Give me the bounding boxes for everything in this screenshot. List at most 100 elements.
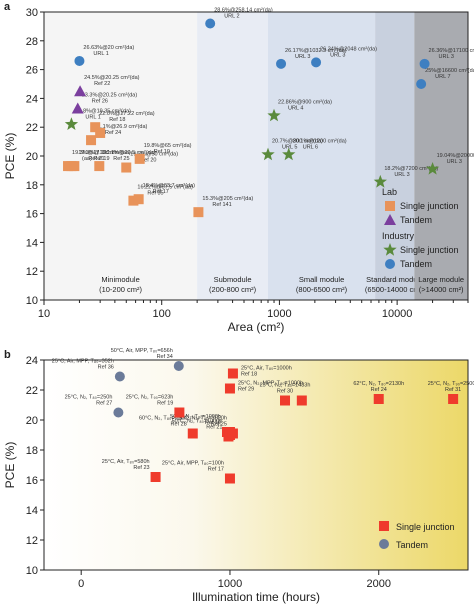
region-range-label: (6500-14000 cm²) (365, 285, 425, 294)
x-tick-label: 10 (38, 308, 50, 320)
legend-marker (379, 521, 389, 531)
data-point (64, 117, 79, 130)
data-point (133, 194, 144, 205)
point-annotation-ref: Ref 35 (147, 191, 163, 197)
point-annotation: 20.7%@800 cm²(da) (272, 139, 323, 145)
data-point (134, 153, 145, 164)
data-point (280, 395, 291, 406)
data-point (205, 18, 216, 29)
point-annotation-ref: Ref 34 (157, 354, 173, 360)
point-annotation: 25°C, Air, MPP, T₈₀=100h (162, 461, 224, 467)
point-annotation: 19.3%@17.1 cm² (72, 150, 115, 156)
point-annotation: 22.0%@27.22 cm²(da) (99, 111, 155, 117)
x-tick-label: 10000 (382, 308, 413, 320)
y-tick-label: 16 (26, 209, 38, 221)
point-annotation: 26.63%@20 cm²(da) (83, 45, 134, 51)
x-tick-label: 100 (153, 308, 171, 320)
data-point (282, 147, 296, 161)
point-annotation: 50°C, N₂, T₈₀=1000h (172, 419, 223, 425)
plot-frame (43, 359, 469, 571)
point-annotation: 25%@16600 cm²(da) (425, 68, 474, 74)
data-point (227, 368, 238, 379)
point-annotation-ref: (aa) Ref 19 (82, 156, 110, 162)
x-tick-label: 2000 (366, 578, 390, 590)
legend-label: Single junction (400, 245, 459, 255)
y-tick-label: 22 (26, 122, 38, 134)
data-point (95, 127, 106, 138)
point-annotation-ref: Ref 21 (88, 156, 104, 162)
y-tick-label: 20 (26, 415, 38, 427)
point-annotation: 25°C, Air, T₈₀=580h (102, 459, 150, 465)
legend-marker (379, 539, 389, 549)
data-point (224, 383, 235, 394)
point-annotation: 25°C, Air, MPP, T₈₀=352h (52, 359, 114, 365)
data-point (448, 394, 459, 404)
legend-group-title: Industry (382, 231, 415, 241)
legend-label: Single junction (400, 201, 459, 211)
point-annotation: 23.3%@20.25 cm²(da) (82, 92, 138, 98)
data-point (69, 161, 80, 172)
point-annotation: 60°C, N₂, T₈₀=750h (139, 416, 187, 422)
region-1 (197, 12, 269, 300)
legend-label: Single junction (396, 522, 455, 532)
data-point (419, 58, 430, 69)
point-annotation: 19.8%@65 cm²(da) (144, 143, 192, 149)
point-annotation-ref: URL 3 (295, 54, 310, 60)
y-tick-label: 12 (26, 266, 38, 278)
y-tick-label: 24 (26, 355, 38, 367)
point-annotation: 25°C, N₂, T₈₀=1483h (260, 383, 311, 389)
y-tick-label: 18 (26, 445, 38, 457)
point-annotation-ref: URL 3 (330, 52, 345, 58)
point-annotation-ref: Ref 19 (205, 420, 221, 426)
x-axis-label: Area (cm²) (228, 320, 285, 334)
data-point (113, 407, 124, 418)
region-range-label: (800-6500 cm²) (296, 285, 348, 294)
y-tick-label: 10 (26, 565, 38, 577)
legend-marker (384, 214, 396, 225)
point-annotation-ref: URL 7 (435, 74, 450, 80)
point-annotation: 22.86%@900 cm²(da) (278, 100, 332, 106)
point-annotation-ref: URL 3 (447, 159, 462, 165)
point-annotation-ref: Ref 26 (92, 98, 108, 104)
region-label: Minimodule (101, 275, 139, 284)
point-annotation-ref: Ref 18 (109, 117, 125, 123)
x-tick-label: 1000 (267, 308, 291, 320)
point-annotation-ref: Ref 30 (277, 389, 293, 395)
data-point (224, 473, 235, 484)
point-annotation-ref: Ref 21 (206, 425, 222, 431)
point-annotation-ref: URL 1 (85, 114, 100, 120)
point-annotation-ref: URL 2 (224, 14, 239, 20)
legend-marker (385, 201, 395, 211)
point-annotation-ref: Ref 27 (96, 401, 112, 407)
point-annotation: 15.3%@205 cm²(da) (202, 196, 253, 202)
region-label: Standard module (366, 275, 423, 284)
point-annotation-ref: URL 3 (394, 172, 409, 178)
point-annotation: 19.2%@50 cm²(da) (130, 152, 178, 158)
point-annotation-ref: Ref 31 (445, 387, 461, 393)
point-annotation: 21.8%@19.35 cm²(da) (75, 108, 131, 114)
point-annotation-ref: Ref 23 (133, 465, 149, 471)
data-point (114, 371, 125, 382)
point-annotation: 24.5%@20.25 cm²(da) (84, 75, 140, 81)
data-point (86, 135, 97, 146)
data-point (74, 55, 85, 66)
point-annotation-ref: Ref 24 (371, 387, 387, 393)
point-annotation-ref: Ref 20 (140, 158, 156, 164)
region-0 (44, 12, 198, 300)
point-annotation-ref: Ref 141 (212, 202, 231, 208)
y-tick-label: 16 (26, 475, 38, 487)
data-point (94, 161, 105, 172)
point-annotation: 19.3%@18.1 cm²(aa) (78, 150, 131, 156)
data-point (150, 472, 161, 482)
data-point (373, 174, 387, 188)
data-point (267, 108, 281, 122)
data-point (121, 162, 132, 173)
point-annotation-ref: Ref 19 (154, 149, 170, 155)
y-tick-label: 18 (26, 180, 38, 192)
x-axis-label: Illumination time (hours) (192, 590, 320, 604)
data-point (227, 428, 238, 439)
data-point (173, 361, 184, 371)
plot-background (44, 360, 468, 570)
panel-b: 10 12 14 16 18 20 22 24 0 1000 2000 Illumination ti… (3, 348, 474, 604)
